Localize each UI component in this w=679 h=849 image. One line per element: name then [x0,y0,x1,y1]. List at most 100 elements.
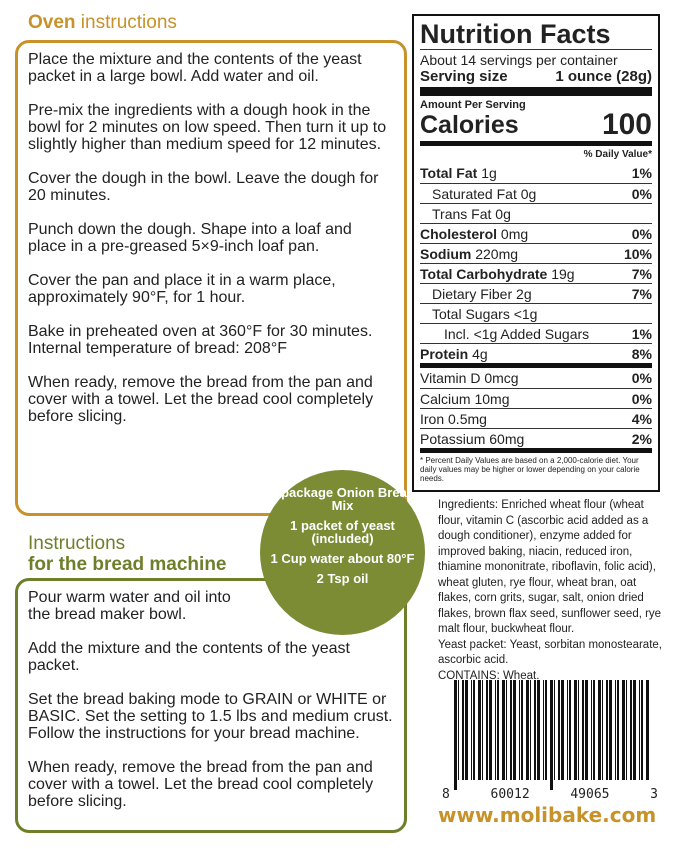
barcode-bar [478,680,481,780]
instruction-step: Bake in preheated oven at 360°F for 30 m… [28,323,373,357]
yeast-packet-ingredients: Yeast packet: Yeast, sorbitan monosteara… [438,638,662,667]
barcode-bar [598,680,601,780]
badge-line: 1 package Onion Bread Mix [270,485,415,513]
nutrient-amount: <1g [513,305,538,322]
barcode-bar [606,680,608,780]
barcode-digits: 49065 [570,787,610,802]
vitamin-dv: 2% [631,430,652,447]
nutrient-label: Sodium 220mg [420,246,518,262]
barcode-bar [585,680,588,780]
ingredients-list: Ingredients: Enriched wheat flour (wheat… [438,499,662,635]
nutrient-name: Sodium [420,245,472,262]
nutrient-name: Protein [420,345,469,362]
nutrient-amount: 0g [495,205,511,222]
vitamin-label: Iron 0.5mg [420,410,487,427]
nutrient-label: Incl. <1g Added Sugars [420,326,589,342]
barcode: 8 60012 49065 3 [440,680,660,805]
barcode-bar [473,680,475,780]
barcode-bar [462,680,464,780]
nutrient-label: Trans Fat 0g [420,206,511,222]
machine-title-line1: Instructions [28,533,126,554]
instruction-step: Cover the pan and place it in a warm pla… [28,272,336,306]
nutrient-row: Incl. <1g Added Sugars 1% [420,323,652,343]
badge-line: 1 Cup water about 80°F [270,551,415,566]
barcode-bar [561,680,564,780]
nutrient-name: Saturated Fat [432,185,517,202]
barcode-bar [519,680,520,780]
ingredients-needed-badge: 1 package Onion Bread Mix 1 packet of ye… [260,470,425,635]
barcode-bar [465,680,468,780]
barcode-bar [615,680,616,780]
barcode-digit: 8 [442,787,450,802]
barcode-bar [630,680,632,780]
serving-size-label: Serving size [420,68,508,85]
serving-size: 1 ounce (28g) [555,68,652,85]
nutrient-row: Saturated Fat 0g 0% [420,183,652,203]
amount-per-serving: Amount Per Serving [420,99,526,111]
nutrient-row: Dietary Fiber 2g 7% [420,283,652,303]
barcode-bar [545,680,547,780]
calories-label: Calories [420,111,519,139]
vitamin-dv: 4% [631,410,652,427]
vitamin-label: Calcium 10mg [420,390,510,407]
nutrient-dv: 0% [631,225,652,242]
instruction-step: Add the mixture and the contents of the … [28,640,350,674]
barcode-bar [582,680,584,780]
barcode-bar [495,680,496,780]
nutrient-label: Cholesterol 0mg [420,226,528,242]
barcode-digit: 3 [650,787,658,802]
vitamin-row: Vitamin D 0mcg 0% [420,368,652,388]
barcode-bar [510,680,512,780]
nutrient-row: Trans Fat 0g [420,203,652,223]
website-url[interactable]: www.molibake.com [438,803,657,827]
barcode-bar [534,680,536,780]
machine-title-line2: for the bread machine [28,554,227,575]
vitamin-dv: 0% [631,390,652,407]
nutrient-amount: 4g [472,345,488,362]
barcode-bar [602,680,603,780]
barcode-bar [622,680,625,780]
barcode-bar [639,680,640,780]
barcode-bar [543,680,544,780]
instruction-step: Cover the dough in the bowl. Leave the d… [28,170,379,204]
servings: About 14 servings per container [420,49,652,68]
nutrient-amount: 0mg [500,225,529,242]
nutrient-row: Total Sugars <1g [420,303,652,323]
nutrient-label: Total Fat 1g [420,165,497,181]
nutrient-amount: 0g [520,185,537,202]
barcode-bar [454,680,457,790]
instruction-step: Place the mixture and the contents of th… [28,51,362,85]
barcode-bar [617,680,619,780]
nutrient-amount: 1g [481,165,497,181]
nutrient-row: Protein 4g 8% [420,343,652,363]
oven-title: Oven instructions [28,12,177,34]
nutrient-name: Trans Fat [432,205,492,222]
barcode-bar [633,680,636,780]
nutrient-dv: 1% [631,165,652,181]
nutrient-amount: 220mg [475,245,519,262]
barcode-bar [526,680,529,780]
vitamin-dv: 0% [631,370,652,386]
barcode-bar [506,680,507,780]
nutrient-name: Total Fat [420,165,478,181]
barcode-bar [646,680,649,780]
instruction-step: When ready, remove the bread from the pa… [28,374,374,425]
nutrition-facts-panel: Nutrition Facts About 14 servings per co… [412,14,660,492]
nutrient-dv: 7% [631,265,652,282]
nf-title: Nutrition Facts [420,19,611,49]
nutrient-name: Cholesterol [420,225,498,242]
barcode-bar [486,680,488,780]
oven-instructions: Place the mixture and the contents of th… [15,40,407,516]
nutrient-name: Total Sugars [432,305,510,322]
nutrient-label: Total Sugars <1g [420,306,537,322]
instruction-step: Pour warm water and oil into the bread m… [28,589,231,623]
barcode-bar [482,680,483,780]
badge-line: 2 Tsp oil [316,571,369,586]
nutrient-label: Saturated Fat 0g [420,186,536,202]
barcode-bar [521,680,523,780]
allergen-statement: CONTAINS: Wheat. [438,669,540,682]
nutrient-dv: 7% [631,285,652,302]
nutrient-name: Total Carbohydrate [420,265,548,282]
nutrient-label: Total Carbohydrate 19g [420,266,575,282]
nutrient-row: Total Fat 1g 1% [420,163,652,183]
